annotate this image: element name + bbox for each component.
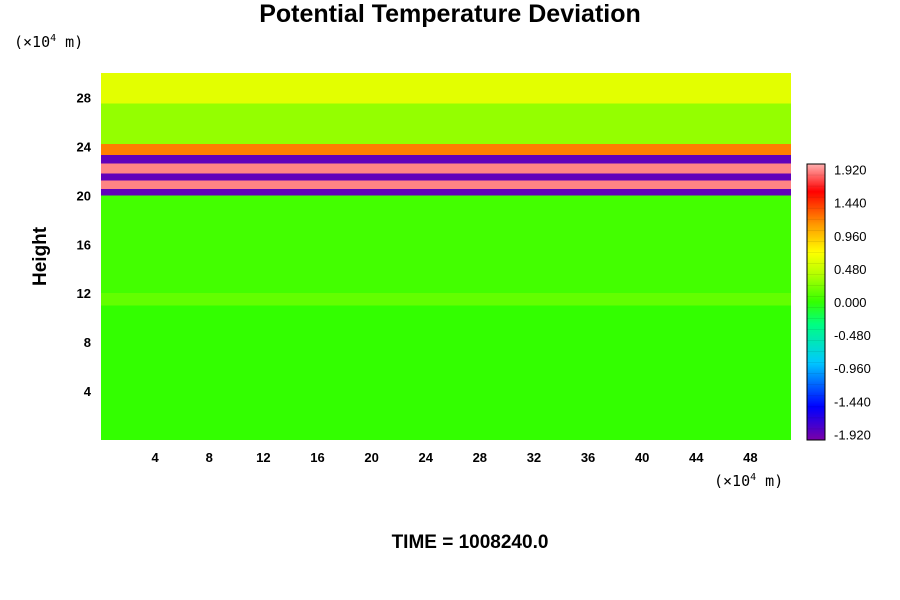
colorbar-tick-label: -0.960 — [834, 361, 871, 376]
colorbar-tick-label: 0.480 — [834, 262, 867, 277]
x-axis-unit: (×104 m) — [714, 472, 784, 490]
y-tick-label: 24 — [77, 139, 92, 154]
y-axis-ticks: 4 8 12 16 20 24 28 — [77, 90, 92, 399]
x-axis-ticks: 4 8 12 16 20 24 28 32 36 40 44 48 — [152, 450, 758, 465]
x-tick-label: 20 — [364, 450, 378, 465]
colorbar-tick-label: 0.000 — [834, 295, 867, 310]
colorbar-scale — [806, 163, 826, 441]
x-tick-label: 48 — [743, 450, 757, 465]
x-tick-label: 44 — [689, 450, 704, 465]
plot-area — [101, 73, 791, 440]
y-tick-label: 4 — [84, 384, 92, 399]
colorbar-tick-label: 1.440 — [834, 196, 867, 211]
colorbar-tick-label: -1.440 — [834, 394, 871, 409]
x-tick-label: 28 — [473, 450, 487, 465]
y-tick-label: 16 — [77, 237, 91, 252]
colorbar-tick-label: -1.920 — [834, 427, 871, 442]
x-tick-label: 40 — [635, 450, 649, 465]
colorbar-tick-label: 1.920 — [834, 163, 867, 178]
colorbar-tick-label: -0.480 — [834, 328, 871, 343]
x-tick-label: 8 — [206, 450, 213, 465]
y-tick-label: 28 — [77, 90, 91, 105]
time-label: TIME = 1008240.0 — [391, 532, 549, 553]
x-tick-label: 12 — [256, 450, 270, 465]
x-tick-label: 32 — [527, 450, 541, 465]
x-tick-label: 16 — [310, 450, 324, 465]
y-axis-unit: (×104 m) — [14, 33, 84, 51]
field-image — [101, 73, 791, 440]
y-tick-label: 12 — [77, 286, 91, 301]
y-tick-label: 20 — [77, 188, 91, 203]
x-tick-label: 24 — [418, 450, 433, 465]
chart-title: Potential Temperature Deviation — [259, 0, 641, 28]
y-tick-label: 8 — [84, 335, 91, 350]
colorbar-tick-label: 0.960 — [834, 229, 867, 244]
x-tick-label: 36 — [581, 450, 595, 465]
x-tick-label: 4 — [152, 450, 160, 465]
colorbar: 1.920 1.440 0.960 0.480 0.000 -0.480 -0.960 -1.… — [806, 163, 871, 442]
